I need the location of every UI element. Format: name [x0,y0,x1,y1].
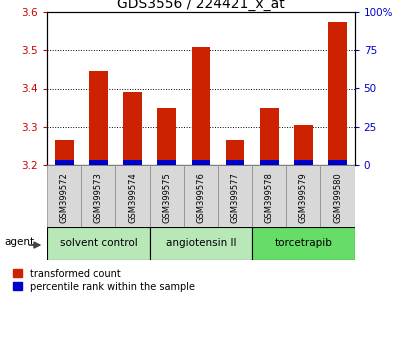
Bar [81,165,115,227]
Bar [252,165,285,227]
Bar [225,160,244,165]
Bar [327,22,346,165]
Bar [89,160,108,165]
Bar [55,140,74,165]
Text: solvent control: solvent control [59,238,137,249]
Bar [259,108,278,165]
Bar [327,160,346,165]
Bar [320,165,354,227]
Bar [259,160,278,165]
Bar [123,160,142,165]
Bar [218,165,252,227]
Text: GSM399578: GSM399578 [264,172,273,223]
Bar [285,165,320,227]
Bar [252,227,354,260]
Legend: transformed count, percentile rank within the sample: transformed count, percentile rank withi… [13,269,194,291]
Text: GSM399580: GSM399580 [332,172,341,223]
Text: angiotensin II: angiotensin II [165,238,236,249]
Text: GSM399577: GSM399577 [230,172,239,223]
Bar [123,92,142,165]
Text: GSM399573: GSM399573 [94,172,103,223]
Bar [157,108,176,165]
Text: GSM399576: GSM399576 [196,172,205,223]
Text: GSM399572: GSM399572 [60,172,69,223]
Text: agent: agent [4,237,34,247]
Bar [55,160,74,165]
Text: torcetrapib: torcetrapib [274,238,332,249]
Bar [149,165,183,227]
Text: GSM399579: GSM399579 [298,172,307,223]
Bar [149,227,252,260]
Text: GSM399574: GSM399574 [128,172,137,223]
Bar [115,165,149,227]
Bar [293,125,312,165]
Title: GDS3556 / 224421_x_at: GDS3556 / 224421_x_at [117,0,284,11]
Text: GSM399575: GSM399575 [162,172,171,223]
Bar [191,160,210,165]
Bar [293,160,312,165]
Bar [89,72,108,165]
Bar [47,165,81,227]
Bar [183,165,218,227]
Bar [225,140,244,165]
Bar [157,160,176,165]
Bar [47,227,149,260]
Bar [191,47,210,165]
